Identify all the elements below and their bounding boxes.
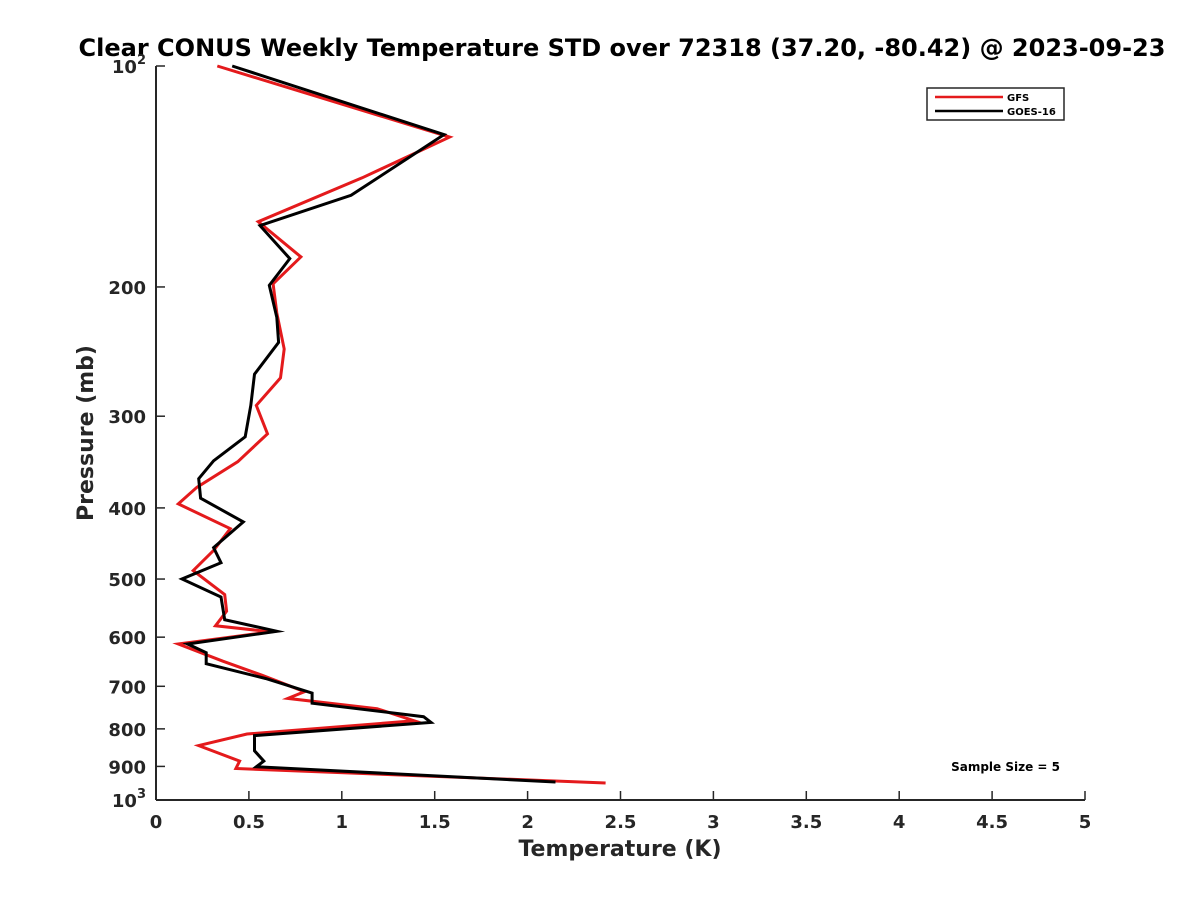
x-axis-ticks: 0 0.5 1 1.5 2 2.5 3 3.5 4 4.5 5	[150, 791, 1092, 833]
legend-label-gfs: GFS	[1007, 93, 1029, 104]
y-tick-label: 800	[108, 720, 146, 741]
x-tick-label: 4.5	[976, 812, 1008, 833]
legend: GFS GOES-16	[926, 87, 1065, 121]
y-tick-label: 900	[108, 757, 146, 778]
plot-area	[155, 66, 1085, 801]
y-tick-exponent: 3	[137, 787, 146, 802]
x-tick-label: 0	[150, 812, 163, 833]
series-layer	[172, 64, 606, 785]
legend-label-goes16: GOES-16	[1007, 107, 1056, 118]
y-tick-label: 600	[108, 628, 146, 649]
y-tick-label: 102	[112, 53, 146, 78]
chart-title: Clear CONUS Weekly Temperature STD over …	[79, 34, 1166, 62]
y-tick-base: 10	[112, 57, 137, 78]
y-axis-label: Pressure (mb)	[74, 345, 99, 521]
x-tick-label: 3	[707, 812, 720, 833]
y-tick-label: 300	[108, 407, 146, 428]
x-tick-label: 2.5	[605, 812, 637, 833]
x-tick-label: 2	[521, 812, 534, 833]
y-tick-label: 103	[112, 787, 146, 812]
legend-box	[926, 87, 1065, 121]
y-tick-label: 200	[108, 278, 146, 299]
x-tick-label: 4	[893, 812, 906, 833]
x-axis-label: Temperature (K)	[518, 837, 721, 862]
x-tick-label: 1.5	[419, 812, 451, 833]
x-tick-label: 1	[336, 812, 349, 833]
x-tick-label: 5	[1079, 812, 1092, 833]
y-tick-exponent: 2	[137, 53, 146, 68]
sample-size-annotation: Sample Size = 5	[951, 760, 1060, 774]
x-tick-label: 3.5	[790, 812, 822, 833]
x-tick-label: 0.5	[233, 812, 265, 833]
series-line-gfs	[172, 64, 606, 785]
series-line-goes16	[178, 64, 556, 784]
y-tick-label: 700	[108, 677, 146, 698]
y-tick-base: 10	[112, 791, 137, 812]
y-tick-label: 400	[108, 499, 146, 520]
y-tick-label: 500	[108, 570, 146, 591]
